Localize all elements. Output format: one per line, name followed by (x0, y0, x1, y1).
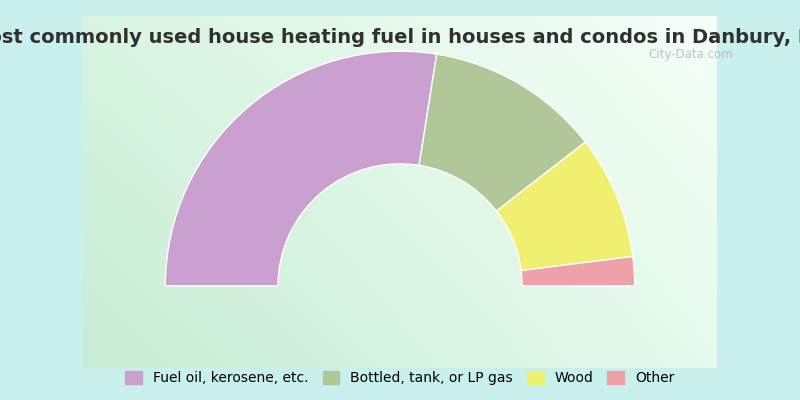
Text: Most commonly used house heating fuel in houses and condos in Danbury, NH: Most commonly used house heating fuel in… (0, 28, 800, 47)
Wedge shape (521, 256, 634, 286)
Wedge shape (497, 142, 633, 270)
Wedge shape (166, 51, 437, 286)
Wedge shape (419, 54, 586, 211)
Legend: Fuel oil, kerosene, etc., Bottled, tank, or LP gas, Wood, Other: Fuel oil, kerosene, etc., Bottled, tank,… (122, 367, 678, 389)
Text: City-Data.com: City-Data.com (648, 48, 733, 61)
